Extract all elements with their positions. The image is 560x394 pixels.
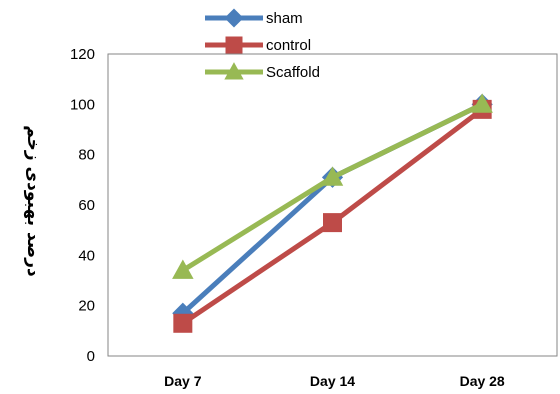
legend-item-sham: sham: [205, 8, 303, 28]
data-point: [173, 313, 193, 333]
y-tick-label: 100: [70, 96, 95, 113]
legend-item-scaffold: Scaffold: [205, 62, 320, 81]
y-tick-label: 120: [70, 46, 95, 63]
data-point: [321, 166, 344, 186]
data-point: [323, 213, 342, 233]
legend-label: Scaffold: [266, 64, 320, 81]
legend-label: control: [266, 37, 311, 54]
y-tick-label: 60: [78, 197, 95, 214]
legend-marker: [224, 62, 244, 80]
legend-item-control: control: [205, 36, 311, 54]
series-control: [173, 99, 492, 333]
x-tick-label: Day 14: [310, 373, 355, 389]
data-point: [471, 93, 493, 113]
y-tick-label: 20: [78, 298, 95, 315]
series-line: [181, 102, 484, 316]
series-scaffold: [172, 93, 493, 279]
x-axis-ticks: Day 7 Day 14 Day 28: [164, 373, 505, 389]
plot-area-border: [107, 53, 558, 357]
y-tick-label: 0: [87, 348, 95, 365]
x-tick-label: Day 7: [164, 373, 202, 389]
plot-frame: [107, 53, 558, 357]
series-lines: [172, 93, 493, 333]
data-point: [172, 259, 194, 279]
legend-marker: [225, 36, 243, 54]
legend-label: sham: [266, 10, 303, 27]
legend-marker: [224, 8, 244, 28]
y-axis-ticks: 0 20 40 60 80 100 120: [70, 46, 95, 365]
y-axis-label: درصد بهبودی زخم: [23, 125, 43, 277]
series-sham: [172, 93, 493, 324]
y-tick-label: 80: [78, 147, 95, 164]
x-tick-label: Day 28: [460, 373, 505, 389]
legend: sham control Scaffold: [205, 8, 320, 81]
y-tick-label: 40: [78, 247, 95, 264]
